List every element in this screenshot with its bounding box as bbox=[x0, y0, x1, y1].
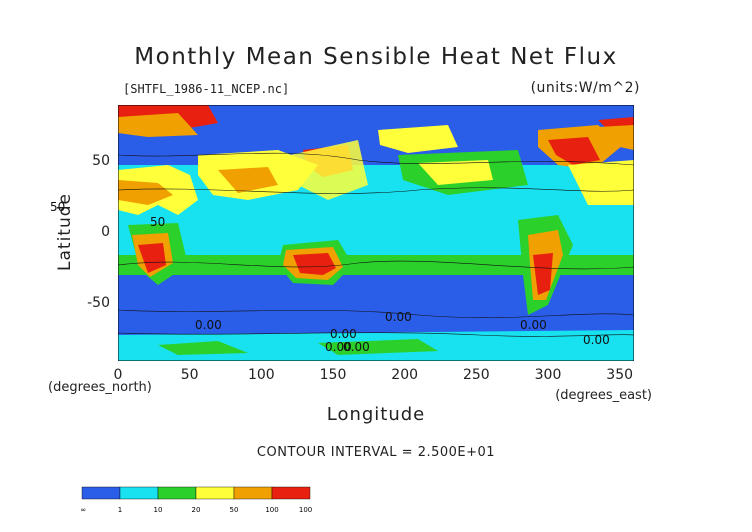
south-america-red bbox=[533, 253, 553, 295]
colorbar-label: 20 bbox=[192, 506, 201, 514]
contour-value-label: 0.00 bbox=[583, 333, 610, 347]
antarctic-green-2 bbox=[318, 339, 438, 355]
north-mid-band bbox=[118, 165, 634, 185]
x-tick-label: 0 bbox=[113, 367, 123, 383]
contour-value-label: 0.00 bbox=[330, 327, 357, 341]
colorbar-swatch bbox=[271, 486, 311, 500]
x-tick-label: 50 bbox=[180, 367, 199, 383]
greenland-yellow bbox=[378, 125, 458, 153]
contour-lines bbox=[118, 152, 634, 337]
colorbar-swatch bbox=[195, 486, 235, 500]
arctic-east-orange bbox=[598, 125, 634, 150]
colorbar-swatch bbox=[81, 486, 121, 500]
x-tick-label: 350 bbox=[606, 367, 634, 383]
contour-value-label: 0.00 bbox=[385, 310, 412, 324]
contour-value-label: 0.00 bbox=[325, 340, 352, 354]
australia-red bbox=[293, 253, 336, 275]
north-america-yellow bbox=[290, 140, 368, 200]
arctic-warm-2 bbox=[118, 113, 198, 137]
south-green-band bbox=[118, 255, 634, 275]
y-tick-label: 50 bbox=[92, 152, 110, 169]
sahara-orange bbox=[118, 180, 173, 205]
colorbar: -∞ 1 10 20 50 100 10000 bbox=[80, 486, 312, 514]
colorbar-label: 10000 bbox=[299, 506, 312, 514]
atlantic-yellow bbox=[568, 160, 634, 205]
colorbar-swatch bbox=[233, 486, 273, 500]
antarctic-green-1 bbox=[158, 341, 248, 355]
flux-map bbox=[118, 105, 634, 361]
y-tick-label: -50 bbox=[87, 295, 110, 312]
y-tick-label: 0 bbox=[101, 224, 110, 240]
contour-value-label: 50 bbox=[50, 200, 66, 214]
asia-orange bbox=[218, 167, 278, 193]
colorbar-label: 1 bbox=[118, 506, 122, 514]
x-axis-label: Longitude bbox=[326, 404, 426, 425]
colorbar-swatch bbox=[119, 486, 159, 500]
x-tick-label: 100 bbox=[247, 367, 275, 383]
colorbar-label: 100 bbox=[265, 506, 278, 514]
y-unit-note: (degrees_north) bbox=[48, 380, 152, 395]
colorbar-label: -∞ bbox=[80, 506, 86, 514]
contour-value-label: 0.00 bbox=[343, 340, 370, 354]
pacific-yellow bbox=[418, 160, 493, 185]
x-tick-label: 300 bbox=[534, 367, 562, 383]
chart-title: Monthly Mean Sensible Heat Net Flux bbox=[134, 44, 618, 70]
colorbar-label: 10 bbox=[154, 506, 163, 514]
x-unit-note: (degrees_east) bbox=[555, 388, 652, 403]
contour-value-label: 0.00 bbox=[520, 318, 547, 332]
units-label: (units:W/m^2) bbox=[530, 80, 640, 96]
x-tick-label: 150 bbox=[319, 367, 347, 383]
file-label: [SHTFL_1986-11_NCEP.nc] bbox=[123, 82, 290, 96]
colorbar-swatch bbox=[157, 486, 197, 500]
contour-value-label: 0.00 bbox=[195, 318, 222, 332]
contour-value-label: 50 bbox=[150, 215, 166, 229]
colorbar-label: 50 bbox=[230, 506, 239, 514]
x-tick-label: 250 bbox=[462, 367, 490, 383]
siberia-red bbox=[548, 137, 600, 165]
x-tick-label: 200 bbox=[391, 367, 419, 383]
contour-interval: CONTOUR INTERVAL = 2.500E+01 bbox=[256, 445, 496, 460]
south-africa-red bbox=[138, 243, 166, 273]
